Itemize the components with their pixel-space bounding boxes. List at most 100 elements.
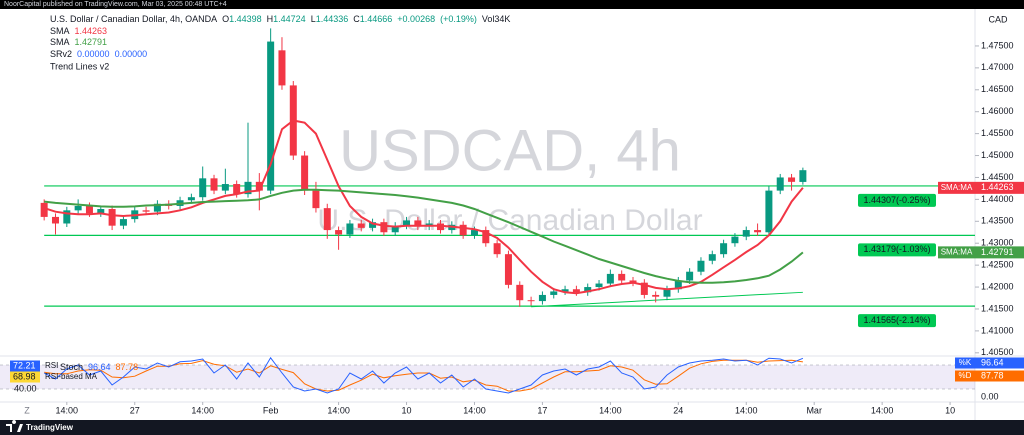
candle-body [142, 210, 150, 212]
oscillator: 0.00 %K 96.64 %D 87.78 72.21 RSI 68.98 RSI-based… [0, 356, 1024, 401]
legend-trend-lines: Trend Lines v2 [50, 61, 109, 71]
y-tick-label: 1.43500 [981, 216, 1014, 226]
candle-body [561, 289, 569, 292]
candle-body [459, 224, 467, 236]
rsi-value-box [10, 360, 40, 372]
y-tick-label: 1.43000 [981, 238, 1014, 248]
osc-value-box [975, 357, 1024, 369]
legend-ohlc-key: H [267, 14, 274, 24]
scale-button[interactable]: Z [24, 405, 30, 415]
rsi-name: RSI [45, 361, 58, 370]
main-pane: 1.47500 1.47000 1.46500 1.46000 1.45500 1.450… [40, 14, 1024, 415]
candle-body [765, 190, 773, 233]
level-label: 1.41565(-2.14%) [863, 315, 930, 325]
legend-srv2: SRv2 0.00000 0.00000 [50, 49, 147, 59]
level-label-box [858, 314, 936, 328]
y-tick-label: 1.42000 [981, 281, 1014, 291]
stoch-d: 87.78 [116, 362, 139, 372]
candle-body [606, 273, 614, 284]
sma-tag: SMA:MA [941, 183, 973, 192]
legend-srv2-name: SRv2 [50, 49, 72, 59]
candle-body [153, 203, 161, 212]
sma-tag-box [938, 181, 975, 194]
candle-body [470, 230, 478, 236]
x-tick-label: 14:00 [56, 405, 79, 415]
stoch-k [43, 356, 804, 394]
y-tick-label: 1.40500 [981, 347, 1014, 357]
osc-value: 87.78 [981, 370, 1004, 380]
watermark-subtitle: U.S. Dollar / Canadian Dollar [317, 204, 702, 237]
sma-tag: SMA:MA [941, 247, 973, 256]
legend-change-pct: (+0.19%) [440, 14, 477, 24]
legend-ohlc-key: C [353, 14, 360, 24]
candle-body [776, 177, 784, 191]
legend-ohlc-key: L [311, 14, 316, 24]
x-tick-label: 10 [945, 405, 955, 415]
watermark-title: USDCAD, 4h [339, 118, 681, 183]
legend-srv2-value: 0.00000 [77, 49, 110, 59]
candle-body [708, 254, 716, 261]
candle-body [278, 50, 286, 86]
osc-tick-label: 0.00 [981, 391, 999, 401]
candle-body [380, 222, 388, 233]
candle-body [742, 230, 750, 237]
sma-line [44, 188, 804, 284]
candle-body [572, 289, 580, 293]
candle-body [97, 209, 105, 214]
candle-body [697, 260, 705, 272]
x-tick-label: 14:00 [463, 405, 486, 415]
candle-body [199, 178, 207, 198]
stoch-legend: Stoch 96.64 87.78 [60, 362, 138, 372]
level-label: 1.43179(-1.03%) [863, 244, 930, 254]
footer-logo [6, 420, 23, 432]
candle-body [187, 197, 195, 201]
y-tick-label: 1.47500 [981, 40, 1014, 50]
level-label-box [858, 193, 936, 207]
y-tick-label: 1.46500 [981, 84, 1014, 94]
currency-label: CAD [988, 14, 1008, 24]
osc-tag: %D [959, 371, 972, 380]
candle-body [482, 230, 490, 244]
sma-value: 1.44263 [981, 182, 1014, 192]
sma-line [43, 119, 804, 295]
legend-line: U.S. Dollar / Canadian Dollar, 4h, OANDA… [50, 14, 510, 24]
candle-body [210, 178, 218, 191]
candle-body [584, 287, 592, 293]
candle-body [369, 222, 377, 228]
legend-sma: SMA 1.44263 [50, 26, 107, 36]
legend-ohlc-value: 1.44666 [360, 14, 393, 24]
legend-change: +0.00268 [397, 14, 435, 24]
x-tick-label: 14:00 [327, 405, 350, 415]
x-tick-label: 14:00 [871, 405, 894, 415]
candle-body [788, 177, 796, 182]
legend-sma-value: 1.44263 [75, 26, 108, 36]
osc-left-tick: 40.00 [14, 383, 37, 393]
y-tick-label: 1.46000 [981, 106, 1014, 116]
sma-value-box [975, 181, 1024, 194]
osc-value-box [975, 370, 1024, 382]
header-text: NoorCapital published on TradingView.com… [4, 1, 227, 8]
candle-body [63, 210, 71, 224]
x-tick-label: 27 [130, 405, 140, 415]
candle-body [686, 271, 694, 281]
candle-body [255, 181, 263, 191]
sma-value: 1.42791 [981, 247, 1014, 257]
legend-sma-value: 1.42791 [75, 37, 108, 47]
x-tick-label: Feb [263, 405, 279, 415]
stoch-k: 96.64 [88, 362, 111, 372]
candle-body [119, 219, 127, 226]
y-tick-label: 1.41500 [981, 303, 1014, 313]
candle-body [312, 190, 320, 209]
osc-tag-box [955, 357, 975, 369]
candle-body [640, 282, 648, 295]
sma-value-box [975, 246, 1024, 259]
candle-body [527, 300, 535, 302]
legend-sma: SMA 1.42791 [50, 37, 107, 47]
candle-body [301, 155, 309, 191]
candle-body [335, 230, 343, 235]
candle-body [357, 223, 365, 228]
sma-tag-box [938, 246, 975, 259]
candle-body [85, 205, 93, 214]
candle-body [504, 254, 512, 285]
